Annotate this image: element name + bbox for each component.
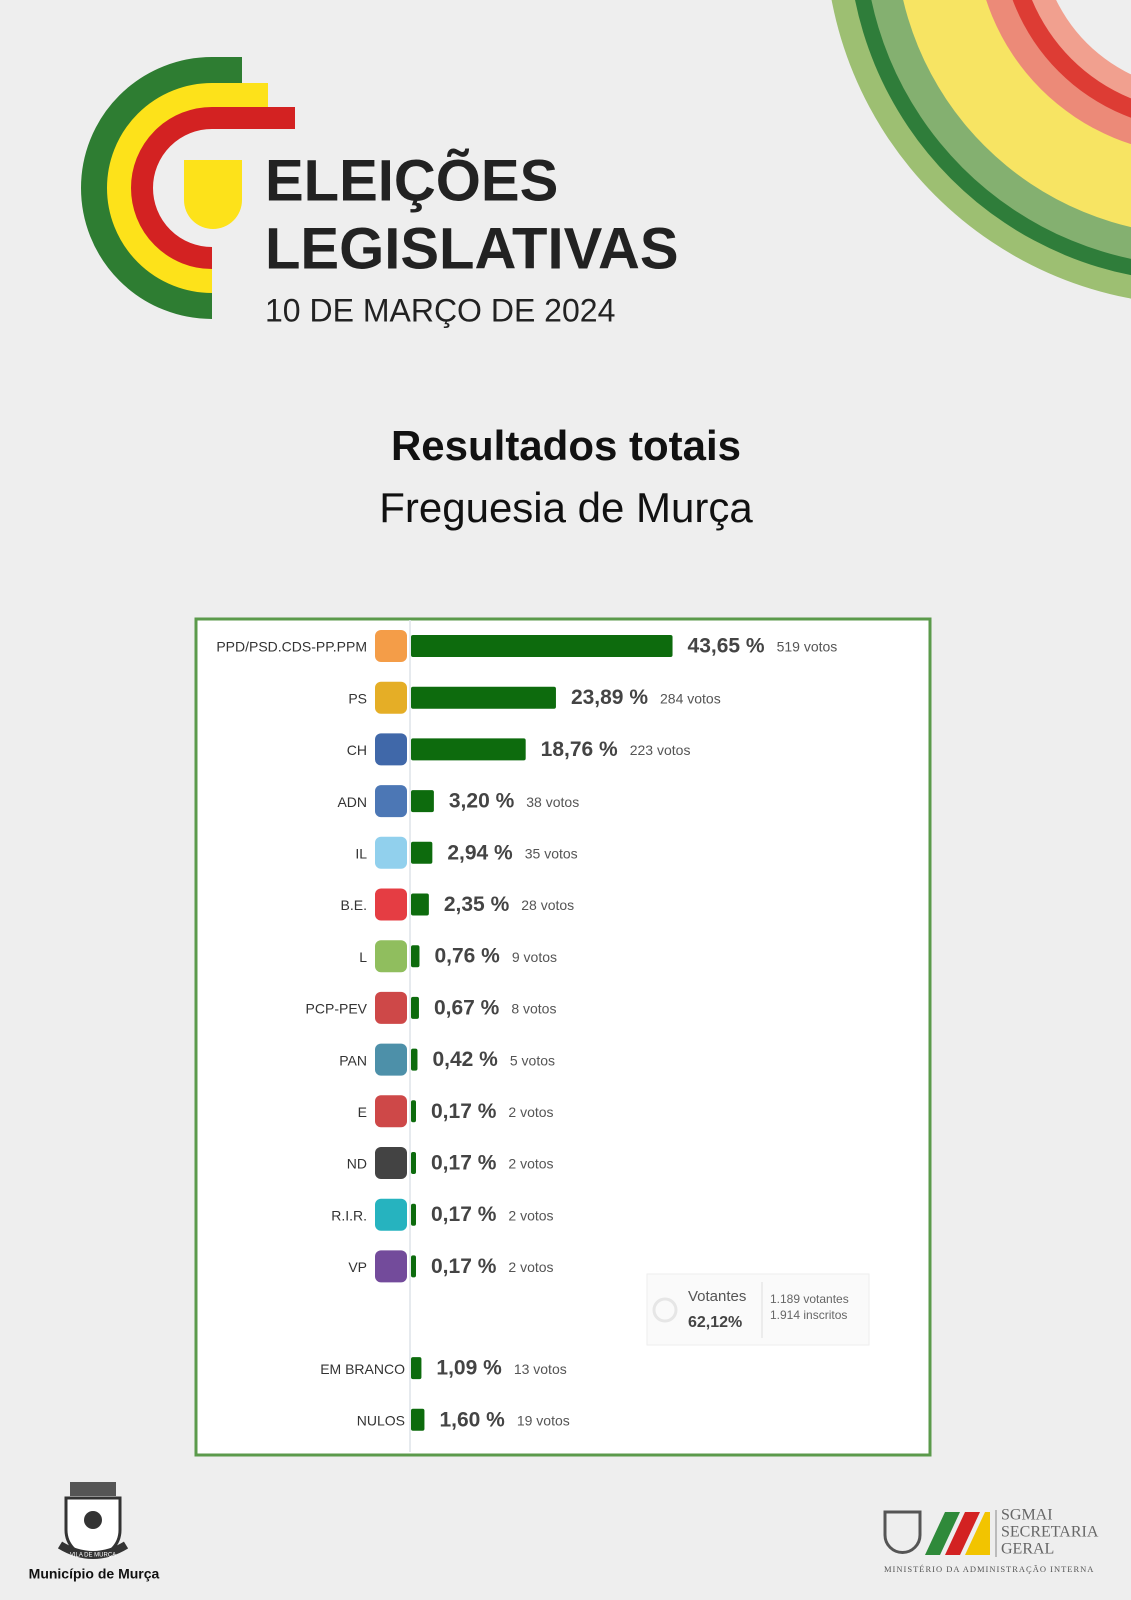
value-label: 0,42 % <box>432 1048 498 1071</box>
municipality-name: Município de Murça <box>29 1566 160 1582</box>
votes-label: 8 votos <box>511 1001 556 1017</box>
category-label: PCP-PEV <box>306 1001 368 1017</box>
category-label: PAN <box>339 1052 367 1068</box>
votes-label: 9 votos <box>512 949 557 965</box>
chart: PPD/PSD.CDS-PP.PPM 43,65 % 519 votos PS 23,8… <box>216 630 837 1431</box>
value-label: 23,89 % <box>571 686 648 709</box>
bar <box>411 1048 418 1071</box>
party-logo <box>375 940 407 973</box>
value-label: 0,67 % <box>434 996 500 1019</box>
category-label: E <box>358 1104 367 1120</box>
votes-label: 35 votos <box>525 846 578 862</box>
value-label: 3,20 % <box>449 790 515 813</box>
party-logo <box>375 836 407 869</box>
party-logo <box>375 681 407 714</box>
votes-label: 2 votos <box>508 1156 553 1172</box>
votes-label: 2 votos <box>508 1259 553 1275</box>
turnout-label: Votantes <box>688 1288 746 1305</box>
election-logo <box>81 57 295 319</box>
bar <box>411 945 420 968</box>
votes-label: 2 votos <box>508 1104 553 1120</box>
sgmai-name: GERAL <box>1001 1541 1054 1558</box>
party-logo <box>375 1250 407 1283</box>
votes-label: 2 votos <box>508 1207 553 1223</box>
sgmai-name: SGMAI <box>1001 1507 1053 1524</box>
turnout-value: 62,12% <box>688 1314 742 1331</box>
value-label: 1,60 % <box>439 1408 505 1431</box>
bar <box>411 738 526 761</box>
bar <box>411 635 673 657</box>
category-label: VP <box>348 1259 367 1275</box>
category-label: ADN <box>337 794 367 810</box>
bar <box>411 1408 425 1431</box>
category-label: B.E. <box>341 897 367 913</box>
category-label: EM BRANCO <box>320 1361 405 1377</box>
turnout-box: Votantes 62,12% 1.189 votantes 1.914 ins… <box>646 1273 870 1346</box>
turnout-voters: 1.189 votantes <box>770 1292 849 1306</box>
bar <box>411 790 434 813</box>
value-label: 0,17 % <box>431 1255 497 1278</box>
votes-label: 13 votos <box>514 1361 567 1377</box>
category-label: CH <box>347 742 367 758</box>
value-label: 0,17 % <box>431 1203 497 1226</box>
bar <box>411 1152 417 1174</box>
party-logo <box>375 733 407 766</box>
votes-label: 38 votos <box>526 794 579 810</box>
party-logo <box>375 630 407 662</box>
category-label: NULOS <box>357 1413 405 1429</box>
heading-title: Resultados totais <box>391 422 741 469</box>
value-label: 2,94 % <box>447 841 513 864</box>
votes-label: 19 votos <box>517 1413 570 1429</box>
value-label: 0,17 % <box>431 1100 497 1123</box>
header-title: ELEIÇÕES <box>265 148 558 213</box>
header-title: LEGISLATIVAS <box>265 216 679 281</box>
category-label: L <box>359 949 367 965</box>
crest-text: VILA DE MURÇA <box>70 1553 116 1559</box>
municipality-crest: VILA DE MURÇA <box>57 1482 129 1559</box>
votes-label: 223 votos <box>630 742 691 758</box>
party-logo <box>375 888 407 921</box>
votes-label: 28 votos <box>521 897 574 913</box>
sgmai-name: SECRETARIA <box>1001 1524 1099 1541</box>
party-logo <box>375 1095 407 1128</box>
corner-arcs <box>831 0 1131 299</box>
value-label: 2,35 % <box>444 893 510 916</box>
category-label: IL <box>355 846 367 862</box>
value-label: 0,17 % <box>431 1152 497 1175</box>
category-label: PPD/PSD.CDS-PP.PPM <box>216 639 367 655</box>
party-logo <box>375 1147 407 1179</box>
bar <box>411 1357 422 1380</box>
party-logo <box>375 1198 407 1231</box>
bar <box>411 996 419 1019</box>
bar <box>411 893 429 916</box>
party-logo <box>375 785 407 818</box>
bar <box>411 1203 417 1226</box>
votes-label: 284 votos <box>660 690 721 706</box>
heading-subtitle: Freguesia de Murça <box>379 484 753 531</box>
bar <box>411 1255 417 1278</box>
votes-label: 519 votos <box>777 639 838 655</box>
bar <box>411 841 433 864</box>
ministry: MINISTÉRIO DA ADMINISTRAÇÃO INTERNA <box>884 1564 1094 1574</box>
turnout-registered: 1.914 inscritos <box>770 1308 847 1322</box>
party-logo <box>375 991 407 1024</box>
value-label: 18,76 % <box>541 738 618 761</box>
category-label: PS <box>348 690 367 706</box>
sgmai-logo <box>883 1510 997 1557</box>
category-label: R.I.R. <box>331 1207 367 1223</box>
bar <box>411 1100 417 1123</box>
value-label: 1,09 % <box>436 1357 502 1380</box>
bar <box>411 686 556 709</box>
party-logo <box>375 1043 407 1076</box>
category-label: ND <box>347 1156 367 1172</box>
value-label: 43,65 % <box>688 635 765 658</box>
votes-label: 5 votos <box>510 1052 555 1068</box>
value-label: 0,76 % <box>434 945 500 968</box>
header-date: 10 DE MARÇO DE 2024 <box>265 292 615 328</box>
